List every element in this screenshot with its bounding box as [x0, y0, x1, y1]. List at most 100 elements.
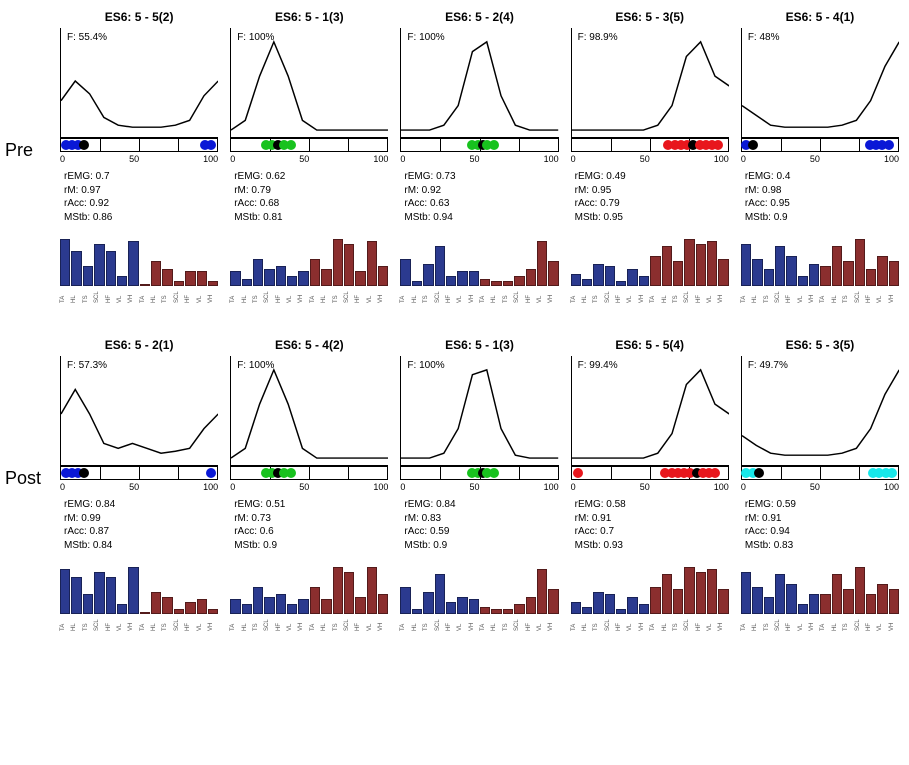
- bar: [298, 599, 308, 614]
- dot-strip: [400, 466, 558, 480]
- stat-rEMG: rEMG: 0.73: [404, 170, 558, 184]
- bar: [253, 587, 263, 615]
- bar: [106, 577, 116, 615]
- phase-dot: [79, 140, 89, 150]
- stat-rM: rM: 0.79: [234, 184, 388, 198]
- stat-rM: rM: 0.99: [64, 512, 218, 526]
- phase-dot: [884, 140, 894, 150]
- stat-rEMG: rEMG: 0.7: [64, 170, 218, 184]
- bar: [593, 592, 603, 615]
- bar: [650, 256, 660, 286]
- bar: [889, 261, 899, 286]
- panel: ES6: 5 - 2(1)F: 57.3%050100rEMG: 0.84rM:…: [60, 338, 218, 626]
- bar: [684, 239, 694, 287]
- bar: [128, 567, 138, 615]
- stat-MStb: MStb: 0.95: [575, 211, 729, 225]
- bar: [60, 239, 70, 287]
- curve-plot: F: 98.9%: [571, 28, 729, 138]
- stat-MStb: MStb: 0.9: [404, 539, 558, 553]
- curve-plot: F: 49.7%: [741, 356, 899, 466]
- stat-MStb: MStb: 0.94: [404, 211, 558, 225]
- panel-title: ES6: 5 - 3(5): [741, 338, 899, 352]
- bar: [298, 271, 308, 286]
- bar: [174, 609, 184, 614]
- bar: [83, 594, 93, 614]
- phase-dot: [206, 468, 216, 478]
- bar: [809, 594, 819, 614]
- panel-title: ES6: 5 - 5(2): [60, 10, 218, 24]
- bar: [627, 269, 637, 287]
- bar: [71, 251, 81, 286]
- curve-plot: F: 57.3%: [60, 356, 218, 466]
- bar: [94, 572, 104, 615]
- bar: [310, 587, 320, 615]
- curve-plot: F: 55.4%: [60, 28, 218, 138]
- bar: [809, 264, 819, 287]
- panel: ES6: 5 - 1(3)F: 100%050100rEMG: 0.62rM: …: [230, 10, 388, 298]
- panel: ES6: 5 - 4(2)F: 100%050100rEMG: 0.51rM: …: [230, 338, 388, 626]
- bar: [264, 269, 274, 287]
- curve-plot: F: 100%: [230, 356, 388, 466]
- phase-dot: [748, 140, 758, 150]
- x-ticks: 050100: [571, 154, 729, 164]
- stat-rAcc: rAcc: 0.7: [575, 525, 729, 539]
- stat-rEMG: rEMG: 0.4: [745, 170, 899, 184]
- x-ticks: 050100: [400, 482, 558, 492]
- bar: [140, 612, 150, 615]
- bar: [752, 587, 762, 615]
- panel: ES6: 5 - 2(4)F: 100%050100rEMG: 0.73rM: …: [400, 10, 558, 298]
- stat-rEMG: rEMG: 0.58: [575, 498, 729, 512]
- bar: [242, 279, 252, 287]
- stat-rAcc: rAcc: 0.79: [575, 197, 729, 211]
- dot-strip: [60, 138, 218, 152]
- bar: [582, 607, 592, 615]
- bar: [889, 589, 899, 614]
- bar: [537, 241, 547, 286]
- bar: [593, 264, 603, 287]
- bar: [469, 271, 479, 286]
- phase-dot: [489, 140, 499, 150]
- bar: [877, 584, 887, 614]
- dot-strip: [571, 466, 729, 480]
- stat-rEMG: rEMG: 0.59: [745, 498, 899, 512]
- bar: [230, 271, 240, 286]
- bar: [242, 604, 252, 614]
- bar: [696, 572, 706, 615]
- bar-chart: TAHLTSSCLHFVLVHTAHLTSSCLHFVLVH: [230, 228, 388, 298]
- bar: [276, 266, 286, 286]
- curve-plot: F: 100%: [400, 356, 558, 466]
- bar: [140, 284, 150, 287]
- bar: [446, 276, 456, 286]
- bar: [491, 281, 501, 286]
- bar: [537, 569, 547, 614]
- phase-dot: [489, 468, 499, 478]
- bar: [514, 276, 524, 286]
- bar: [662, 574, 672, 614]
- bar-chart: TAHLTSSCLHFVLVHTAHLTSSCLHFVLVH: [400, 556, 558, 626]
- bar: [877, 256, 887, 286]
- bar: [208, 609, 218, 614]
- bar: [83, 266, 93, 286]
- dot-strip: [741, 466, 899, 480]
- stat-rM: rM: 0.98: [745, 184, 899, 198]
- stat-rEMG: rEMG: 0.84: [404, 498, 558, 512]
- bar: [423, 264, 433, 287]
- bar: [333, 567, 343, 615]
- bar: [117, 276, 127, 286]
- bar: [627, 597, 637, 615]
- bar: [571, 274, 581, 287]
- bar: [503, 609, 513, 614]
- bar: [423, 592, 433, 615]
- row-1: PostES6: 5 - 2(1)F: 57.3%050100rEMG: 0.8…: [60, 338, 899, 626]
- panel-title: ES6: 5 - 4(1): [741, 10, 899, 24]
- bar: [605, 266, 615, 286]
- bar: [287, 604, 297, 614]
- bar: [639, 276, 649, 286]
- bar: [185, 271, 195, 286]
- bar: [707, 569, 717, 614]
- bar: [764, 597, 774, 615]
- bar-chart: TAHLTSSCLHFVLVHTAHLTSSCLHFVLVH: [400, 228, 558, 298]
- stat-MStb: MStb: 0.9: [745, 211, 899, 225]
- bar: [333, 239, 343, 287]
- bar: [344, 572, 354, 615]
